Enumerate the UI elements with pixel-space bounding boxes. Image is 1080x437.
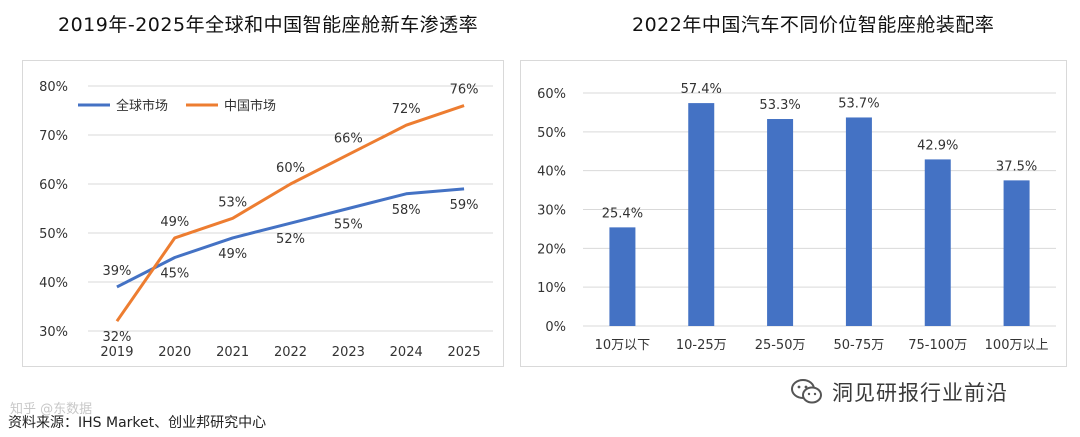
- line-chart: 30% 40% 50% 60% 70% 80% 2019 2020 2021 2022 2023 20…: [39, 80, 493, 360]
- bar: [924, 159, 951, 326]
- left-chart-panel: 30% 40% 50% 60% 70% 80% 2019 2020 2021 2022 2023 20…: [22, 60, 504, 367]
- data-label-2: 76%: [450, 83, 479, 98]
- y-tick-label: 40%: [537, 165, 566, 180]
- wechat-icon: [791, 379, 822, 404]
- legend-label: 中国市场: [224, 98, 276, 114]
- x-tick-label: 2021: [216, 345, 249, 360]
- bar-chart: 0% 10% 20% 30% 40% 50% 60% 25.4% 10万以下 57.4% 10-25…: [537, 82, 1056, 353]
- y-tick-label: 10%: [537, 281, 566, 296]
- data-label: 53.3%: [759, 98, 800, 113]
- data-label-1: 59%: [450, 198, 479, 213]
- bar: [609, 227, 636, 326]
- bar: [688, 103, 715, 326]
- y-tick-label: 20%: [537, 242, 566, 257]
- x-tick-label: 2024: [390, 345, 423, 360]
- source-note: 资料来源：IHS Market、创业邦研究中心: [8, 415, 267, 431]
- data-label-2: 60%: [276, 161, 305, 176]
- x-tick-label: 10万以下: [595, 338, 651, 353]
- y-tick-label: 50%: [537, 126, 566, 141]
- x-tick-label: 25-50万: [755, 338, 806, 353]
- bar: [767, 119, 794, 326]
- y-tick-label: 60%: [39, 178, 68, 193]
- data-label: 25.4%: [602, 206, 643, 221]
- y-tick-label: 60%: [537, 87, 566, 102]
- watermark-text: 洞见研报行业前沿: [832, 381, 1008, 405]
- small-watermark: 知乎 @东数据: [10, 402, 93, 417]
- bar: [845, 117, 872, 326]
- x-tick-label: 2019: [100, 345, 133, 360]
- data-label-1: 39%: [102, 264, 131, 279]
- y-tick-label: 50%: [39, 227, 68, 242]
- series-line-2: [115, 104, 465, 323]
- data-label-1: 55%: [334, 218, 363, 233]
- data-label: 42.9%: [917, 138, 958, 153]
- data-label-1: 58%: [392, 203, 421, 218]
- x-tick-label: 2025: [448, 345, 481, 360]
- x-tick-label: 10-25万: [676, 338, 727, 353]
- data-label-2: 53%: [218, 195, 247, 210]
- data-label-2: 32%: [102, 330, 131, 345]
- data-label: 37.5%: [996, 159, 1037, 174]
- left-chart-title: 2019年-2025年全球和中国智能座舱新车渗透率: [58, 14, 479, 36]
- data-label-1: 49%: [218, 247, 247, 262]
- y-tick-label: 30%: [39, 325, 68, 340]
- y-tick-label: 80%: [39, 80, 68, 95]
- right-chart-panel: 0% 10% 20% 30% 40% 50% 60% 25.4% 10万以下 57.4% 10-25…: [520, 60, 1067, 367]
- data-label-2: 72%: [392, 102, 421, 117]
- x-tick-label: 50-75万: [834, 338, 885, 353]
- legend-label: 全球市场: [116, 98, 168, 114]
- data-label-2: 66%: [334, 132, 363, 147]
- y-tick-label: 0%: [545, 320, 566, 335]
- x-tick-label: 75-100万: [908, 338, 967, 353]
- data-label-2: 49%: [160, 215, 189, 230]
- data-label: 53.7%: [838, 96, 879, 111]
- x-tick-label: 2020: [158, 345, 191, 360]
- bar: [1003, 180, 1030, 326]
- data-label-1: 52%: [276, 232, 305, 247]
- series-line-1: [116, 187, 465, 289]
- right-chart-title: 2022年中国汽车不同价位智能座舱装配率: [632, 14, 995, 36]
- x-tick-label: 2022: [274, 345, 307, 360]
- x-tick-label: 2023: [332, 345, 365, 360]
- data-label-1: 45%: [160, 267, 189, 282]
- x-tick-label: 100万以上: [985, 338, 1049, 353]
- y-tick-label: 70%: [39, 129, 68, 144]
- watermark: 洞见研报行业前沿: [790, 372, 1008, 412]
- data-label: 57.4%: [681, 82, 722, 97]
- y-tick-label: 40%: [39, 276, 68, 291]
- y-tick-label: 30%: [537, 204, 566, 219]
